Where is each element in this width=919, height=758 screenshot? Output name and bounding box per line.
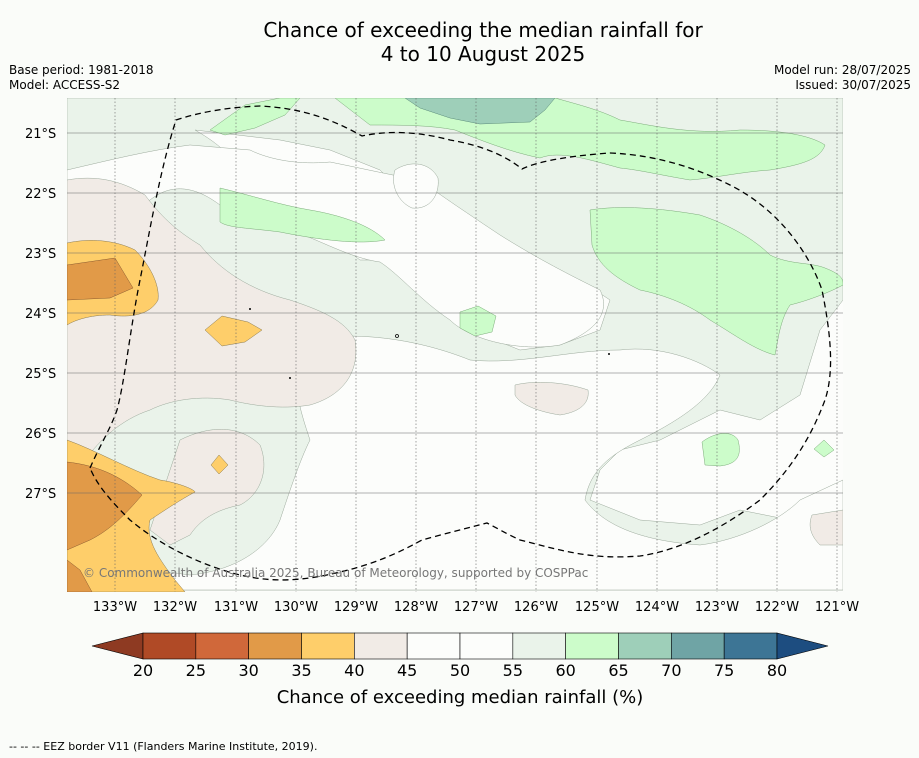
lon-label: 131°W — [214, 600, 258, 615]
island — [249, 308, 251, 310]
region-60-65-southeast — [701, 433, 740, 467]
colorbar-right-arrow — [776, 632, 829, 660]
region-65-70-north — [404, 98, 556, 125]
colorbar-cell — [301, 632, 355, 660]
region-60-65-west — [219, 187, 386, 243]
colorbar-tick-label: 25 — [186, 661, 206, 680]
lat-label: 26°S — [25, 427, 56, 442]
region-40-45-west — [67, 177, 357, 471]
map-title: Chance of exceeding the median rainfall … — [0, 18, 919, 66]
island — [395, 334, 399, 338]
graticule — [67, 98, 843, 592]
lon-label: 122°W — [755, 600, 799, 615]
colorbar-tick-label: 65 — [608, 661, 628, 680]
lon-label: 128°W — [394, 600, 438, 615]
lat-label: 23°S — [25, 247, 56, 262]
lat-label: 22°S — [25, 187, 56, 202]
colorbar-tick-label: 55 — [503, 661, 523, 680]
region-40-45-southwest — [149, 429, 265, 546]
colorbar-cell — [723, 632, 778, 660]
map-panel: © Commonwealth of Australia 2025, Bureau… — [67, 98, 843, 592]
colorbar-tick-label: 30 — [238, 661, 258, 680]
colorbar-tick-label: 50 — [450, 661, 470, 680]
colorbar-tick-label: 70 — [661, 661, 681, 680]
lat-label: 24°S — [25, 307, 56, 322]
longitude-labels: 133°W 132°W 131°W 130°W 129°W 128°W 127°… — [93, 600, 859, 615]
lon-label: 121°W — [815, 600, 859, 615]
lon-label: 123°W — [695, 600, 739, 615]
colorbar-cell — [142, 632, 197, 660]
eez-footnote: -- -- -- EEZ border V11 (Flanders Marine… — [9, 740, 318, 753]
colorbar-tick-label: 35 — [291, 661, 311, 680]
colorbar-tick-label: 40 — [344, 661, 364, 680]
eez-border — [89, 105, 832, 581]
issued-date: Issued: 30/07/2025 — [795, 78, 911, 92]
region-35-40-dot — [210, 454, 229, 475]
base-period: Base period: 1981-2018 — [9, 63, 154, 77]
lon-label: 126°W — [514, 600, 558, 615]
metadata-right: Model run: 28/07/2025 Issued: 30/07/2025 — [774, 63, 911, 93]
region-40-45-south-center — [514, 382, 589, 416]
colorbar-tick-label: 80 — [767, 661, 787, 680]
lat-label: 27°S — [25, 487, 56, 502]
colorbar-cell — [512, 632, 566, 660]
colorbar-tick-label: 45 — [397, 661, 417, 680]
colorbar-cell — [565, 632, 619, 660]
latitude-labels: 21°S 22°S 23°S 24°S 25°S 26°S 27°S — [25, 127, 56, 502]
model-run: Model run: 28/07/2025 — [773, 63, 911, 77]
island — [608, 353, 610, 355]
title-line-1: Chance of exceeding the median rainfall … — [263, 18, 703, 42]
colorbar-cell — [248, 632, 302, 660]
lat-label: 21°S — [25, 127, 56, 142]
colorbar-left-arrow — [91, 632, 144, 660]
colorbar-cell — [195, 632, 249, 660]
region-60-65-dot — [813, 439, 835, 458]
colorbar-tick-label: 75 — [714, 661, 734, 680]
region-30-35-corner — [67, 559, 93, 592]
model-name: Model: ACCESS-S2 — [9, 78, 121, 92]
islands — [249, 308, 610, 379]
title-line-2: 4 to 10 August 2025 — [380, 42, 586, 66]
lon-label: 132°W — [153, 600, 197, 615]
lon-label: 127°W — [454, 600, 498, 615]
colorbar-tick-label: 20 — [133, 661, 153, 680]
region-35-40-small — [204, 315, 263, 347]
region-30-35-southwest — [67, 461, 143, 551]
lon-label: 129°W — [334, 600, 378, 615]
lon-label: 124°W — [635, 600, 679, 615]
island — [289, 377, 291, 379]
colorbar-cell — [354, 632, 408, 660]
colorbar: 20 25 30 35 40 45 50 55 60 65 70 75 80 Chance of exc… — [91, 632, 829, 708]
colorbar-cell — [459, 632, 514, 660]
copyright-notice: © Commonwealth of Australia 2025, Bureau… — [83, 566, 588, 580]
lon-label: 130°W — [274, 600, 318, 615]
colorbar-cell — [671, 632, 725, 660]
region-40-45-southeast — [809, 509, 843, 546]
colorbar-cell — [406, 632, 461, 660]
region-60-65-small-center — [459, 305, 497, 337]
latitude-lines — [67, 132, 843, 494]
region-30-35-west — [67, 257, 134, 301]
lat-label: 25°S — [25, 367, 56, 382]
region-45-55-south — [67, 335, 843, 591]
colorbar-cells — [142, 632, 778, 660]
colorbar-tick-label: 60 — [555, 661, 575, 680]
colorbar-label: Chance of exceeding median rainfall (%) — [277, 687, 644, 708]
colorbar-cell — [618, 632, 672, 660]
lon-label: 125°W — [575, 600, 619, 615]
metadata-left: Base period: 1981-2018 Model: ACCESS-S2 — [9, 63, 154, 93]
colorbar-ticks: 20 25 30 35 40 45 50 55 60 65 70 75 80 — [133, 661, 787, 680]
lon-label: 133°W — [93, 600, 137, 615]
